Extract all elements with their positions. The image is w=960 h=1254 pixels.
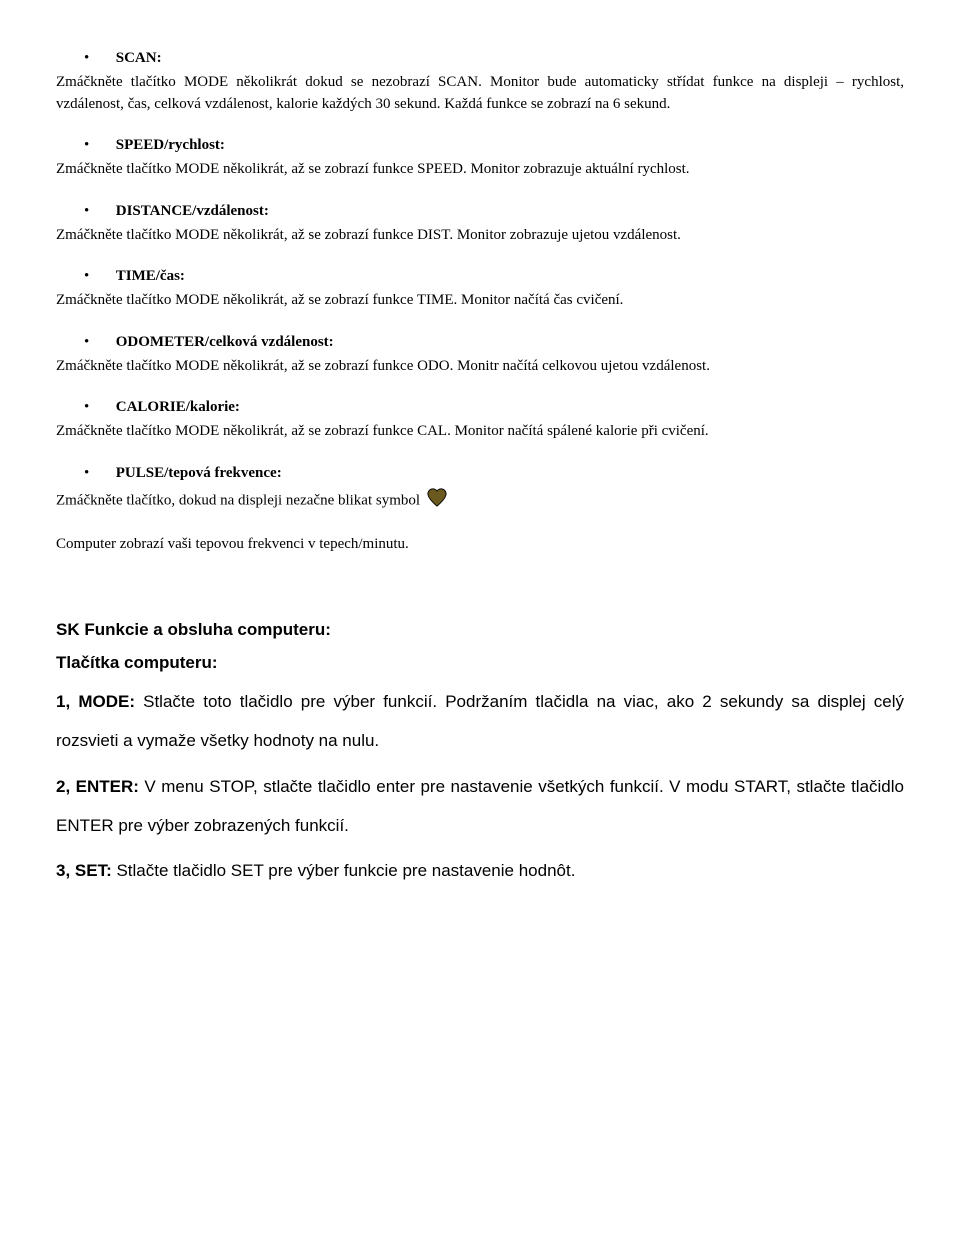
sk-p1: 1, MODE: Stlačte toto tlačidlo pre výber… [56,682,904,760]
desc-scan: Zmáčkněte tlačítko MODE několikrát dokud… [56,72,904,116]
label-time: TIME/čas: [116,268,185,284]
section-pulse: • PULSE/tepová frekvence: Zmáčkněte tlač… [56,463,904,556]
bullet-line: • TIME/čas: [56,266,904,288]
desc-pulse-line: Zmáčkněte tlačítko, dokud na displeji ne… [56,487,904,515]
section-distance: • DISTANCE/vzdálenost: Zmáčkněte tlačítk… [56,201,904,247]
sk-block: SK Funkcie a obsluha computeru: Tlačítka… [56,616,904,890]
label-pulse: PULSE/tepová frekvence: [116,465,282,481]
section-speed: • SPEED/rychlost: Zmáčkněte tlačítko MOD… [56,135,904,181]
label-calorie: CALORIE/kalorie: [116,399,240,415]
sk-p3-bold: 3, SET: [56,861,112,880]
bullet-line: • SCAN: [56,48,904,70]
sk-p3: 3, SET: Stlačte tlačidlo SET pre výber f… [56,851,904,890]
desc-calorie: Zmáčkněte tlačítko MODE několikrát, až s… [56,421,904,443]
bullet-dot: • [56,332,112,354]
bullet-line: • CALORIE/kalorie: [56,397,904,419]
sk-heading-1: SK Funkcie a obsluha computeru: [56,616,904,643]
desc-time: Zmáčkněte tlačítko MODE několikrát, až s… [56,290,904,312]
bullet-line: • DISTANCE/vzdálenost: [56,201,904,223]
sk-p2-bold: 2, ENTER: [56,777,139,796]
desc-distance: Zmáčkněte tlačítko MODE několikrát, až s… [56,225,904,247]
desc-odometer: Zmáčkněte tlačítko MODE několikrát, až s… [56,356,904,378]
section-time: • TIME/čas: Zmáčkněte tlačítko MODE něko… [56,266,904,312]
bullet-dot: • [56,201,112,223]
desc-pulse-after: Computer zobrazí vaši tepovou frekvenci … [56,534,904,556]
bullet-dot: • [56,266,112,288]
desc-speed: Zmáčkněte tlačítko MODE několikrát, až s… [56,159,904,181]
bullet-dot: • [56,48,112,70]
sk-p3-rest: Stlačte tlačidlo SET pre výber funkcie p… [112,861,576,880]
heart-icon [426,487,448,515]
bullet-line: • ODOMETER/celková vzdálenost: [56,332,904,354]
bullet-line: • PULSE/tepová frekvence: [56,463,904,485]
section-scan: • SCAN: Zmáčkněte tlačítko MODE několikr… [56,48,904,115]
sk-p1-bold: 1, MODE: [56,692,135,711]
bullet-dot: • [56,463,112,485]
section-calorie: • CALORIE/kalorie: Zmáčkněte tlačítko MO… [56,397,904,443]
desc-pulse-before: Zmáčkněte tlačítko, dokud na displeji ne… [56,492,420,508]
bullet-dot: • [56,135,112,157]
label-scan: SCAN: [116,50,162,66]
bullet-line: • SPEED/rychlost: [56,135,904,157]
bullet-dot: • [56,397,112,419]
label-odometer: ODOMETER/celková vzdálenost: [116,334,334,350]
sk-heading-2: Tlačítka computeru: [56,649,904,676]
sk-p2: 2, ENTER: V menu STOP, stlačte tlačidlo … [56,767,904,845]
label-distance: DISTANCE/vzdálenost: [116,203,269,219]
sk-p2-rest: V menu STOP, stlačte tlačidlo enter pre … [56,777,904,835]
section-odometer: • ODOMETER/celková vzdálenost: Zmáčkněte… [56,332,904,378]
sk-p1-rest: Stlačte toto tlačidlo pre výber funkcií.… [56,692,904,750]
label-speed: SPEED/rychlost: [116,137,225,153]
